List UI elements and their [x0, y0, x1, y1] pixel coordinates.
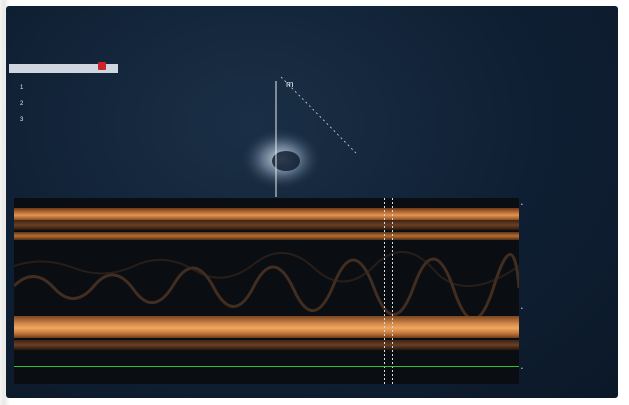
mmode-strip	[14, 198, 519, 384]
caliper-line	[392, 198, 393, 384]
wall-band	[14, 220, 519, 230]
measurement-row: 3	[20, 114, 210, 130]
heart-chamber	[272, 151, 300, 171]
measurement-row: 1	[20, 82, 210, 98]
measurement-index: 2	[20, 101, 24, 107]
sector-image: m	[239, 76, 357, 197]
ultrasound-screen: 1 2 3	[6, 6, 618, 398]
probe-label	[9, 64, 118, 73]
posterior-wall-band	[14, 316, 519, 338]
measurement-index: 3	[20, 117, 24, 123]
depth-marker: •	[521, 366, 523, 372]
wall-band	[14, 208, 519, 220]
caliper-line	[384, 198, 385, 384]
depth-marker: •	[521, 306, 523, 312]
sector-marker-icon: m	[286, 79, 294, 89]
probe-marker-icon	[98, 62, 106, 70]
measurement-index: 1	[20, 85, 24, 91]
valve-motion-trace	[14, 250, 519, 316]
measurement-list: 1 2 3	[20, 82, 210, 130]
posterior-wall-band	[14, 340, 519, 350]
ecg-trace	[14, 366, 519, 367]
depth-marker: •	[521, 202, 523, 208]
wall-band	[14, 232, 519, 240]
measurement-row: 2	[20, 98, 210, 114]
